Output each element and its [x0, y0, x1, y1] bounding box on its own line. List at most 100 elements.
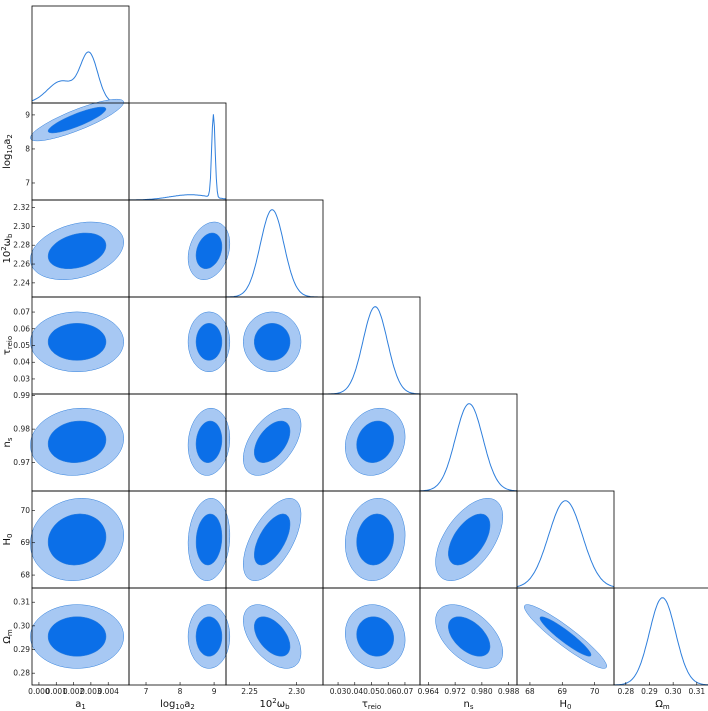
x-tick-label: 0.988 — [498, 687, 520, 696]
y-tick-label: 2.26 — [13, 260, 30, 269]
contour-tau_reio-Omega_m — [356, 616, 394, 657]
y-tick-label: 70 — [20, 506, 30, 515]
panel-omega_b-n_s — [225, 393, 324, 492]
y-tick-label: 2.28 — [13, 241, 30, 250]
y-axis-label-omega_b: 102ωb — [0, 233, 14, 264]
y-tick-label: 7 — [25, 178, 30, 187]
contour-omega_b-Omega_m — [254, 616, 291, 657]
x-tick-label: 0.06 — [380, 687, 397, 696]
x-tick-label: 0.001 — [46, 687, 68, 696]
y-axis-label-Omega_m: Ωm — [2, 629, 14, 644]
contour-n_s-Omega_m — [448, 616, 491, 657]
y-tick-label: 0.06 — [13, 324, 30, 333]
marginal-omega_b — [225, 209, 323, 298]
panel-n_s-n_s — [419, 393, 518, 492]
contour-tau_reio-H0 — [356, 513, 394, 566]
panel-a1-log10a2: 7 8 9 log10a2 — [2, 98, 130, 201]
y-axis-label-tau_reio: τreio — [2, 336, 14, 355]
contour-omega_b-n_s — [254, 420, 291, 463]
panel-omega_b-tau_reio — [225, 296, 324, 395]
contour-a1-Omega_m — [47, 616, 107, 657]
contour-tau_reio-n_s — [356, 420, 394, 463]
panel-n_s-H0 — [419, 490, 518, 589]
x-tick-label: 0.31 — [688, 687, 705, 696]
marginal-Omega_m — [614, 597, 708, 686]
x-axis-label-Omega_m: Ωm — [655, 699, 670, 711]
x-tick-label: 8 — [178, 687, 183, 696]
y-tick-label: 0.98 — [13, 425, 30, 434]
y-tick-label: 2.24 — [13, 278, 30, 287]
panel-n_s-Omega_m: 0.964 0.972 0.980 0.988 ns — [418, 587, 520, 711]
x-tick-label: 2.30 — [288, 687, 305, 696]
x-axis-label-log10a2: log10a2 — [160, 699, 195, 711]
x-tick-label: 9 — [212, 687, 217, 696]
panel-log10a2-omega_b — [128, 199, 231, 298]
x-tick-label: 2.25 — [241, 687, 258, 696]
panel-tau_reio-Omega_m: 0.03 0.04 0.05 0.06 0.07 τreio — [322, 587, 421, 711]
y-axis-label-H0: H0 — [2, 534, 14, 546]
y-axis-label-n_s: ns — [2, 437, 14, 447]
y-tick-label: 2.30 — [13, 222, 30, 231]
y-tick-label: 0.31 — [13, 598, 30, 607]
x-tick-label: 0.004 — [97, 687, 119, 696]
contour-n_s-H0 — [448, 513, 491, 566]
contour-a1-log10a2 — [47, 106, 107, 134]
x-tick-label: 0.972 — [444, 687, 466, 696]
x-tick-label: 0.04 — [346, 687, 363, 696]
x-tick-label: 0.30 — [665, 687, 682, 696]
contour-a1-H0 — [47, 513, 107, 566]
marginal-tau_reio — [323, 306, 420, 395]
panel-log10a2-H0 — [128, 490, 231, 589]
marginal-H0 — [516, 500, 615, 588]
contour-a1-n_s — [47, 420, 107, 463]
panel-frame — [516, 490, 615, 589]
panel-log10a2-Omega_m: 7 8 9 log10a2 — [128, 587, 231, 711]
panel-Omega_m-Omega_m: 0.28 0.29 0.30 0.31 Ωm — [613, 587, 708, 711]
panel-a1-a1 — [31, 5, 130, 104]
panel-a1-tau_reio: 0.03 0.04 0.05 0.06 0.07 τreio — [2, 296, 130, 395]
contour-H0-Omega_m — [539, 616, 592, 657]
x-tick-label: 0.003 — [80, 687, 102, 696]
y-tick-label: 0.30 — [13, 621, 30, 630]
panel-frame — [613, 587, 708, 686]
y-tick-label: 0.29 — [13, 645, 30, 654]
x-tick-label: 0.964 — [418, 687, 440, 696]
panel-frame — [419, 393, 518, 492]
x-tick-label: 0.000 — [28, 687, 50, 696]
x-tick-label: 0.980 — [471, 687, 493, 696]
marginal-a1 — [31, 51, 129, 104]
y-tick-label: 0.05 — [13, 341, 30, 350]
x-tick-label: 0.29 — [641, 687, 658, 696]
contour-log10a2-omega_b — [195, 232, 223, 269]
y-tick-label: 8 — [25, 144, 30, 153]
x-tick-label: 0.002 — [63, 687, 85, 696]
y-tick-label: 0.07 — [13, 308, 30, 317]
panel-log10a2-n_s — [128, 393, 231, 492]
marginal-n_s — [419, 403, 518, 492]
panel-a1-n_s: 0.97 0.98 0.99 ns — [2, 391, 130, 492]
x-axis-label-omega_b: 102ωb — [259, 697, 290, 711]
x-tick-label: 0.28 — [617, 687, 634, 696]
contour-omega_b-tau_reio — [254, 323, 291, 361]
y-tick-label: 0.04 — [13, 358, 30, 367]
panel-omega_b-omega_b — [225, 199, 324, 298]
x-tick-label: 7 — [144, 687, 149, 696]
x-axis-label-a1: a1 — [75, 699, 86, 711]
x-tick-label: 68 — [525, 687, 535, 696]
panel-log10a2-tau_reio — [128, 296, 231, 395]
y-tick-label: 0.97 — [13, 458, 30, 467]
panel-H0-Omega_m: 68 69 70 H0 — [516, 587, 615, 711]
y-tick-label: 69 — [20, 538, 30, 547]
y-axis-label-log10a2: log10a2 — [2, 134, 14, 169]
panel-log10a2-log10a2 — [128, 102, 227, 201]
panel-frame — [31, 5, 130, 104]
x-tick-label: 0.03 — [330, 687, 347, 696]
contour-omega_b-H0 — [254, 513, 291, 566]
panel-a1-omega_b: 2.24 2.26 2.28 2.30 2.32 102ωb — [0, 199, 130, 298]
x-tick-label: 69 — [557, 687, 567, 696]
y-tick-label: 2.32 — [13, 203, 30, 212]
x-axis-label-tau_reio: τreio — [362, 699, 381, 711]
